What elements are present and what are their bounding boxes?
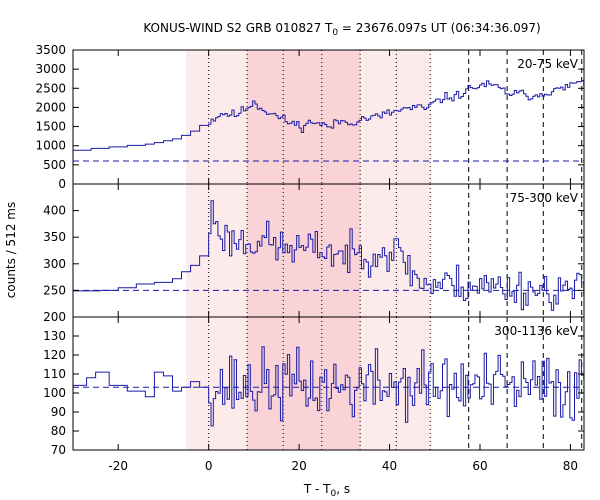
y-tick-label: 120 [43, 348, 66, 362]
y-tick-label: 110 [43, 367, 66, 381]
x-tick-label: 0 [205, 459, 213, 473]
panel-frame [72, 316, 585, 451]
energy-band-label: 20-75 keV [517, 57, 579, 71]
energy-band-label: 300-1136 keV [494, 324, 578, 338]
y-tick-label: 500 [43, 158, 66, 172]
x-tick-label: 60 [472, 459, 487, 473]
y-axis-label: counts / 512 ms [4, 202, 18, 298]
y-tick-label: 200 [43, 310, 66, 324]
y-tick-label: 80 [51, 424, 66, 438]
x-axis-label: T - T0, s [303, 482, 350, 499]
y-tick-label: 3000 [35, 62, 66, 76]
y-tick-label: 250 [43, 283, 66, 297]
y-tick-label: 1500 [35, 120, 66, 134]
y-tick-label: 1000 [35, 139, 66, 153]
count-rate-series [73, 200, 585, 311]
y-tick-label: 300 [43, 257, 66, 271]
peak-interval-shade [247, 50, 361, 184]
chart-title: KONUS-WIND S2 GRB 010827 T0 = 23676.097s… [143, 21, 540, 38]
y-tick-label: 100 [43, 386, 66, 400]
energy-band-label: 75-300 keV [510, 191, 579, 205]
y-tick-label: 2000 [35, 100, 66, 114]
x-tick-label: 40 [382, 459, 397, 473]
y-tick-label: 70 [51, 443, 66, 457]
x-tick-label: 20 [291, 459, 306, 473]
y-tick-label: 130 [43, 329, 66, 343]
count-rate-series [73, 346, 585, 427]
y-tick-label: 350 [43, 230, 66, 244]
y-tick-label: 2500 [35, 81, 66, 95]
y-tick-label: 90 [51, 405, 66, 419]
y-tick-label: 400 [43, 204, 66, 218]
x-tick-label: 80 [563, 459, 578, 473]
x-tick-label: -20 [108, 459, 128, 473]
y-tick-label: 3500 [35, 43, 66, 57]
count-rate-series [73, 80, 585, 151]
y-tick-label: 0 [58, 177, 66, 191]
